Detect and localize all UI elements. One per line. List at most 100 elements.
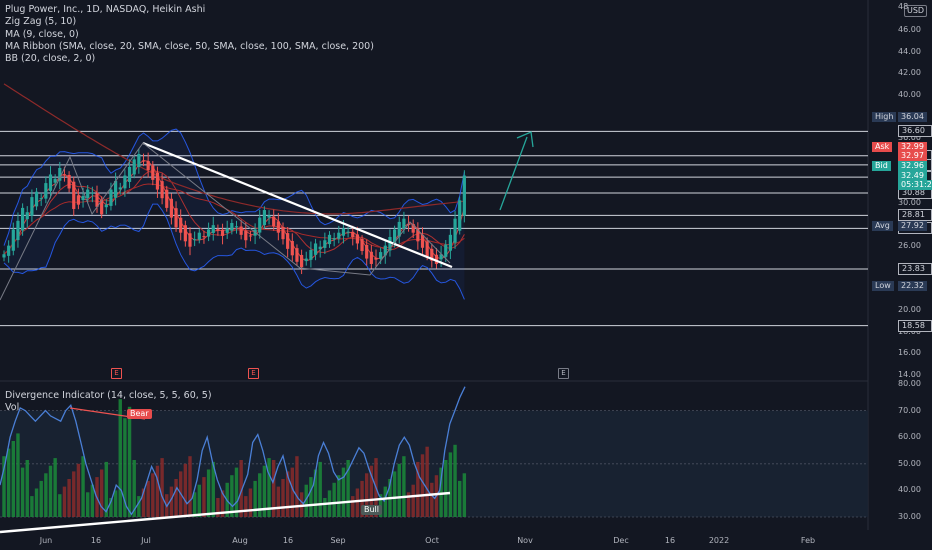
candle-body bbox=[44, 183, 48, 199]
volume-bar bbox=[202, 477, 206, 517]
candle bbox=[365, 239, 369, 266]
volume-bar bbox=[6, 448, 11, 517]
ask-label: Ask bbox=[872, 142, 893, 152]
bullish-divergence-line bbox=[0, 491, 451, 534]
volume-bar bbox=[169, 486, 174, 517]
candle-body bbox=[290, 240, 294, 256]
time-tick-label: 16 bbox=[282, 536, 294, 545]
volume-bar bbox=[276, 486, 281, 517]
volume-bar bbox=[272, 460, 276, 517]
symbol-title[interactable]: Plug Power, Inc., 1D, NASDAQ, Heikin Ash… bbox=[5, 4, 206, 15]
target-arrow-head bbox=[516, 131, 534, 148]
bull-signal-badge: Bull bbox=[361, 505, 383, 515]
volume-bar bbox=[109, 498, 113, 517]
volume-bar bbox=[239, 460, 243, 517]
time-tick-label: Jun bbox=[39, 536, 53, 545]
candle-body bbox=[360, 238, 364, 252]
candle-body bbox=[155, 172, 160, 190]
price-tick-label: 26.00 bbox=[898, 240, 921, 250]
ma-200-line bbox=[3, 83, 465, 215]
candle-body bbox=[318, 246, 322, 250]
bear-signal-badge: Bear bbox=[127, 409, 152, 419]
candle-body bbox=[374, 257, 378, 260]
candle bbox=[21, 203, 25, 236]
candle bbox=[327, 231, 332, 248]
candle-body bbox=[295, 248, 299, 262]
countdown-tag: 05:31:29 bbox=[898, 180, 932, 190]
volume-bar bbox=[369, 465, 374, 517]
candle-body bbox=[118, 187, 122, 190]
candle bbox=[132, 155, 136, 179]
earnings-event-icon[interactable]: E bbox=[248, 368, 259, 379]
volume-bar bbox=[346, 460, 350, 517]
candle-body bbox=[179, 217, 183, 233]
indicator-bb[interactable]: BB (20, close, 2, 0) bbox=[5, 53, 96, 65]
volume-bar bbox=[420, 454, 425, 517]
lower-pane bbox=[0, 386, 868, 534]
earnings-event-icon[interactable]: E bbox=[111, 368, 122, 379]
candle-body bbox=[72, 181, 76, 209]
oscillator-tick-label: 60.00 bbox=[898, 432, 921, 442]
indicator-zigzag[interactable]: Zig Zag (5, 10) bbox=[5, 16, 77, 28]
candle-body bbox=[165, 189, 169, 208]
candle-body bbox=[430, 248, 434, 261]
indicator-ma[interactable]: MA (9, close, 0) bbox=[5, 28, 79, 40]
candle-body bbox=[379, 252, 383, 259]
candle-body bbox=[11, 229, 15, 251]
candle bbox=[332, 232, 336, 247]
candle-body bbox=[448, 234, 452, 251]
low-label: Low bbox=[872, 281, 894, 291]
avg-value-tag: 27.92 bbox=[898, 221, 927, 231]
volume-bar bbox=[309, 477, 313, 517]
candle-body bbox=[258, 217, 262, 233]
volume-bar bbox=[411, 484, 415, 517]
divergence-indicator-title[interactable]: Divergence Indicator (14, close, 5, 5, 6… bbox=[5, 390, 212, 401]
volume-bar bbox=[462, 473, 467, 517]
price-tick-label: 42.00 bbox=[898, 68, 921, 78]
vol-title[interactable]: Vol bbox=[5, 402, 20, 413]
candle-body bbox=[434, 254, 439, 264]
indicator-ma-ribbon[interactable]: MA Ribbon (SMA, close, 20, SMA, close, 5… bbox=[5, 40, 374, 52]
candle bbox=[179, 209, 183, 241]
volume-bar bbox=[220, 490, 225, 517]
price-tick-label: 44.00 bbox=[898, 46, 921, 56]
volume-bar bbox=[425, 446, 429, 517]
candle-body bbox=[313, 243, 318, 255]
volume-bar bbox=[99, 469, 104, 517]
candle bbox=[39, 192, 43, 206]
candle bbox=[411, 219, 415, 239]
candle-body bbox=[58, 168, 62, 181]
avg-label: Avg bbox=[872, 221, 893, 231]
candle bbox=[276, 212, 280, 241]
earnings-event-icon[interactable]: E bbox=[558, 368, 569, 379]
candle-body bbox=[248, 235, 253, 237]
candle-body bbox=[388, 237, 392, 251]
candle-body bbox=[337, 232, 341, 239]
candle bbox=[95, 185, 99, 213]
candle bbox=[272, 209, 276, 231]
candle bbox=[313, 238, 318, 261]
volume-bar bbox=[416, 461, 420, 517]
candle-body bbox=[332, 238, 336, 240]
ma-20-line bbox=[3, 170, 465, 255]
candle-body bbox=[397, 221, 401, 237]
horizontal-levels bbox=[0, 130, 868, 327]
candle bbox=[374, 249, 378, 268]
time-tick-label: 2022 bbox=[708, 536, 730, 545]
candle-body bbox=[272, 216, 276, 227]
candle bbox=[304, 251, 308, 266]
oscillator-tick-label: 30.00 bbox=[898, 512, 921, 521]
candle-body bbox=[309, 249, 313, 260]
volume-bar bbox=[444, 460, 448, 517]
candle bbox=[346, 227, 350, 238]
candle-body bbox=[53, 178, 57, 183]
volume-bar bbox=[86, 492, 90, 517]
candle bbox=[7, 240, 11, 263]
candle-body bbox=[453, 218, 457, 243]
volume-bar bbox=[62, 486, 67, 517]
candle-body bbox=[100, 200, 104, 215]
currency-badge[interactable]: USD bbox=[904, 5, 928, 17]
drawings bbox=[0, 131, 534, 301]
volume-bar bbox=[25, 460, 29, 517]
